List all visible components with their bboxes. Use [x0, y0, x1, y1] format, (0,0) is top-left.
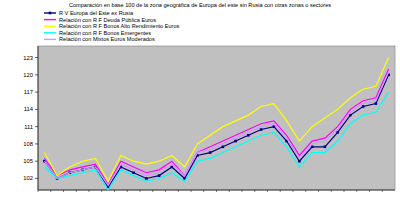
x-tick [242, 190, 243, 192]
x-tick [254, 190, 255, 192]
legend-swatch [44, 26, 56, 27]
x-tick [191, 190, 192, 192]
series-marker [362, 105, 365, 108]
x-tick [38, 190, 39, 192]
y-tick-label: 105 [23, 158, 33, 164]
x-tick [50, 190, 51, 192]
series-marker [247, 134, 250, 137]
x-tick [356, 190, 357, 192]
plot-area [38, 46, 395, 190]
x-tick [318, 190, 319, 192]
legend-marker [49, 12, 52, 15]
y-tick [35, 109, 38, 110]
series-marker [273, 125, 276, 128]
legend-swatch [44, 12, 56, 13]
legend-swatch [44, 32, 56, 33]
series-line [44, 58, 388, 182]
x-tick [229, 190, 230, 192]
x-tick [76, 190, 77, 192]
legend-swatch [44, 39, 56, 40]
series-line [44, 72, 388, 185]
y-tick [35, 92, 38, 93]
y-tick [35, 74, 38, 75]
series-marker [298, 160, 301, 163]
title: Comparación en base 100 de la zona geogr… [69, 2, 331, 8]
y-tick-label: 111 [24, 124, 33, 130]
x-tick [203, 190, 204, 192]
x-tick [140, 190, 141, 192]
series-marker [158, 174, 161, 177]
y-tick-label: 114 [24, 106, 34, 112]
series-marker [145, 177, 148, 180]
series-marker [209, 151, 212, 154]
series-marker [375, 102, 378, 105]
x-tick [165, 190, 166, 192]
y-tick [35, 143, 38, 144]
background [0, 0, 400, 218]
legend-label: Relación con Mixtos Euros Moderados [59, 36, 155, 42]
x-tick [369, 190, 370, 192]
legend-swatch [44, 19, 56, 20]
y-tick-label: 117 [24, 89, 33, 95]
y-tick-label: 120 [23, 72, 33, 78]
legend-label: Relación con R F Bonos Alto Rendimiento … [59, 23, 180, 29]
x-tick [178, 190, 179, 192]
y-tick-label: 123 [23, 55, 33, 61]
x-tick [89, 190, 90, 192]
y-axis [38, 46, 39, 190]
series-marker [234, 140, 237, 143]
y-tick [35, 126, 38, 127]
x-tick [344, 190, 345, 192]
series-marker [311, 146, 314, 149]
series-line [44, 92, 388, 190]
y-tick [35, 161, 38, 162]
series-marker [336, 131, 339, 134]
x-tick [382, 190, 383, 192]
y-tick [35, 178, 38, 179]
y-tick-label: 102 [23, 175, 33, 181]
x-tick [63, 190, 64, 192]
series-group [43, 58, 390, 190]
y-tick-label: 108 [23, 141, 33, 147]
y-tick [35, 57, 38, 58]
x-tick [216, 190, 217, 192]
x-tick [127, 190, 128, 192]
x-tick [152, 190, 153, 192]
series-marker [324, 146, 327, 149]
x-tick [305, 190, 306, 192]
legend: R V Europa del Este ex RusiaRelación con… [44, 10, 180, 42]
series-marker [222, 146, 225, 149]
x-tick [114, 190, 115, 192]
x-tick [101, 190, 102, 192]
x-tick [331, 190, 332, 192]
legend-label: Relación con R F Deuda Pública Euros [59, 17, 156, 23]
series-marker [132, 171, 135, 174]
series-marker [260, 128, 263, 131]
x-tick [280, 190, 281, 192]
legend-label: R V Europa del Este ex Rusia [59, 10, 134, 16]
series-marker [171, 166, 174, 169]
legend-label: Relación con R F Bonos Emergentes [59, 30, 151, 36]
x-tick [293, 190, 294, 192]
chart: Comparación en base 100 de la zona geogr… [0, 0, 400, 218]
x-tick [267, 190, 268, 192]
